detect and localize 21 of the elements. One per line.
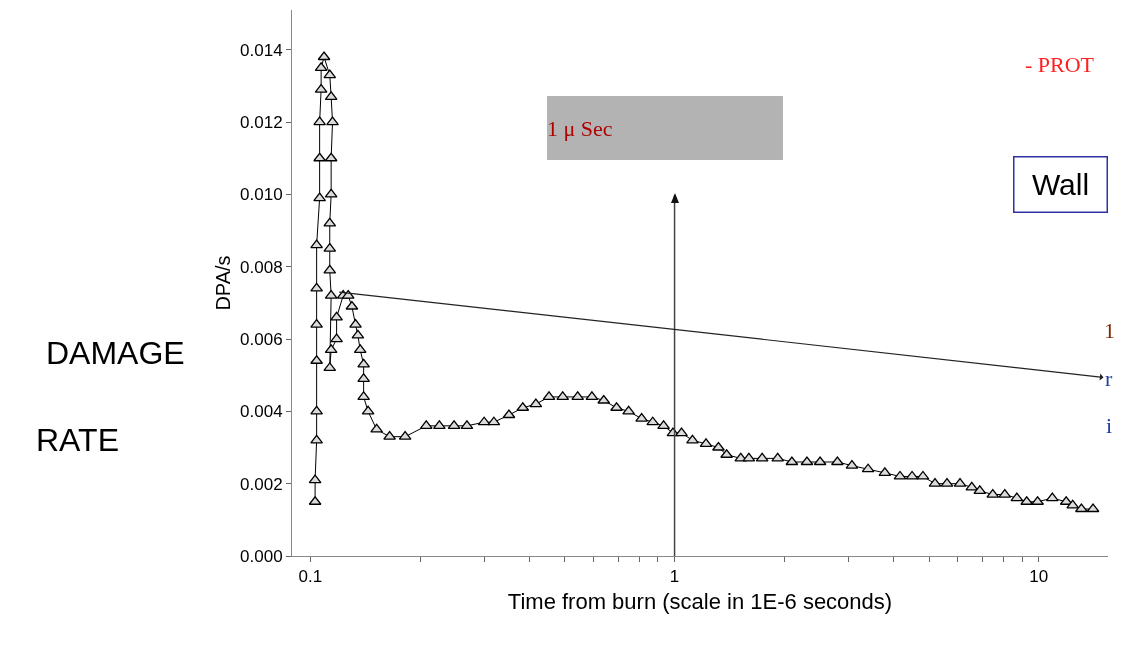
annotation: i: [1106, 413, 1113, 438]
y-tick-label: 0.014: [240, 40, 283, 60]
annotation: 1 μ Sec: [547, 115, 613, 141]
y-tick-label: 0.004: [240, 402, 283, 422]
annotation: r: [1105, 366, 1113, 391]
y-tick-label: 0.010: [240, 185, 283, 205]
y-tick-label: 0.000: [240, 546, 283, 566]
y-tick-label: 0.002: [240, 474, 283, 494]
y-tick-label: 0.006: [240, 330, 283, 349]
x-tick-label: 1: [669, 567, 680, 587]
annotation: 1: [1104, 318, 1115, 343]
annotation: - PROT: [1025, 52, 1095, 77]
text: RATE: [36, 422, 119, 458]
y-tick-label: 0.008: [240, 257, 283, 277]
x-axis-title: Time from burn (scale in 1E-6 seconds): [507, 589, 893, 615]
text: DAMAGE: [46, 335, 185, 371]
x-tick-label: 0.1: [298, 567, 323, 587]
y-tick-label: 0.012: [240, 113, 283, 133]
x-tick-label: 10: [1029, 567, 1049, 587]
annotation: Wall: [1031, 168, 1090, 201]
y-axis-title: DPA/s: [211, 255, 234, 311]
